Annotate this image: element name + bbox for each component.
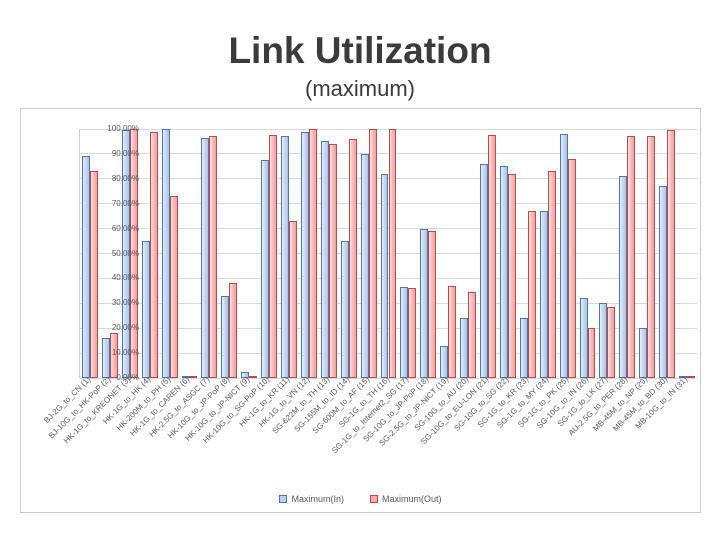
bar-maximum-out <box>468 292 477 378</box>
bar-maximum-out <box>229 283 238 378</box>
bar-maximum-out <box>189 376 198 378</box>
x-axis-line <box>80 378 697 379</box>
legend-item-maximum-out: Maximum(Out) <box>370 494 442 504</box>
bar-maximum-out <box>527 211 536 378</box>
y-tick-label: 0.00% <box>116 373 139 382</box>
bar-maximum-in <box>579 298 588 378</box>
bar-maximum-in <box>519 318 528 378</box>
bar-maximum-out <box>647 136 656 378</box>
bar-maximum-out <box>169 196 178 378</box>
bar-maximum-out <box>507 173 516 378</box>
bar-maximum-out <box>269 135 278 378</box>
gridline <box>80 377 697 379</box>
bar-maximum-out <box>209 136 218 378</box>
bar-maximum-out <box>428 231 437 378</box>
bar-maximum-in <box>261 160 270 378</box>
bar-maximum-in <box>639 328 648 378</box>
bar-maximum-in <box>141 241 150 378</box>
bar-maximum-in <box>539 211 548 378</box>
legend-label-maximum-out: Maximum(Out) <box>382 494 442 504</box>
legend-item-maximum-in: Maximum(In) <box>279 494 344 504</box>
bar-maximum-in <box>161 129 170 378</box>
y-tick-label: 40.00% <box>111 273 139 283</box>
y-tick-label: 90.00% <box>111 148 139 158</box>
bar-maximum-in <box>300 131 309 378</box>
bar-maximum-in <box>360 153 369 378</box>
bar-maximum-out <box>388 129 397 378</box>
bar-maximum-out <box>567 158 576 378</box>
bar-maximum-in <box>221 295 230 378</box>
bar-maximum-out <box>89 171 98 378</box>
bar-maximum-out <box>368 129 377 378</box>
bar-maximum-in <box>499 166 508 378</box>
page-subtitle: (maximum) <box>305 76 415 101</box>
bar-maximum-in <box>380 173 389 378</box>
bar-maximum-in <box>480 163 488 378</box>
bar-maximum-out <box>308 129 317 378</box>
bar-maximum-in <box>460 318 469 378</box>
y-tick-label: 100.00% <box>107 124 139 133</box>
bar-maximum-in <box>340 241 349 378</box>
bar-maximum-in <box>101 338 110 378</box>
bar-maximum-out <box>249 376 258 378</box>
bar-maximum-in <box>201 137 210 378</box>
page-title: Link Utilization <box>228 30 492 71</box>
bar-maximum-in <box>181 376 190 378</box>
bar-maximum-in <box>559 133 568 378</box>
bar-maximum-in <box>440 345 449 378</box>
bar-maximum-in <box>599 303 608 378</box>
chart-frame: 0.00% 10.00% 20.00% 30.00% 40.00% 50.00% 60.00… <box>20 108 701 513</box>
y-tick-label: 10.00% <box>111 348 139 358</box>
y-tick-label: 20.00% <box>111 323 139 333</box>
bar-maximum-in <box>659 186 668 378</box>
bar-maximum-out <box>607 307 616 378</box>
y-tick-label: 70.00% <box>111 198 139 208</box>
bar-maximum-out <box>667 130 676 378</box>
bar-maximum-out <box>627 136 636 378</box>
y-tick-label: 60.00% <box>111 223 139 233</box>
bar-maximum-in <box>241 371 250 378</box>
y-tick-label: 50.00% <box>111 248 139 258</box>
bar-maximum-in <box>281 136 289 378</box>
bar-maximum-in <box>679 375 688 378</box>
legend-label-maximum-in: Maximum(In) <box>291 494 344 504</box>
bar-maximum-in <box>320 141 329 378</box>
bar-maximum-out <box>547 171 556 378</box>
bar-maximum-out <box>587 328 596 378</box>
bar-maximum-out <box>328 143 337 378</box>
bar-maximum-out <box>448 285 457 378</box>
bar-maximum-in <box>121 130 130 378</box>
bar-maximum-out <box>687 376 695 378</box>
y-tick-label: 30.00% <box>111 298 139 308</box>
legend: Maximum(In) Maximum(Out) <box>21 494 700 504</box>
bar-maximum-in <box>420 228 429 378</box>
bar-maximum-out <box>408 288 417 378</box>
bar-maximum-out <box>149 131 158 378</box>
legend-swatch-in <box>279 495 288 503</box>
bar-maximum-out <box>348 138 357 378</box>
legend-swatch-out <box>370 495 378 503</box>
y-tick-label: 80.00% <box>111 173 139 183</box>
bar-maximum-out <box>288 221 297 378</box>
bar-maximum-in <box>82 156 90 378</box>
bar-maximum-out <box>129 129 138 378</box>
bar-maximum-in <box>400 287 409 378</box>
bar-maximum-in <box>619 176 628 378</box>
plot-area <box>79 128 697 379</box>
bar-maximum-out <box>109 333 118 378</box>
bar-maximum-out <box>488 135 496 378</box>
